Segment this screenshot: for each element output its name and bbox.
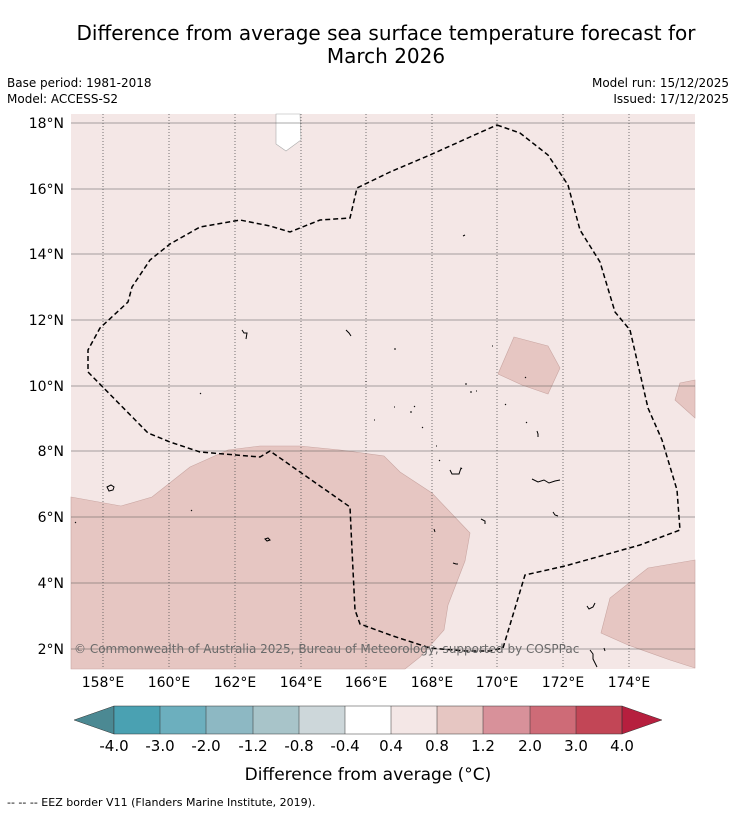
- copyright-text: © Commonwealth of Australia 2025, Bureau…: [74, 642, 579, 656]
- colorbar-label-9: 1.2: [471, 737, 495, 755]
- colorbar-label-4: -1.2: [238, 737, 267, 755]
- issued-text: Issued: 17/12/2025: [613, 92, 729, 106]
- lat-tick-16: 16°N: [29, 182, 64, 198]
- lat-tick-10: 10°N: [29, 379, 64, 395]
- lon-tick-168: 168°E: [411, 675, 454, 691]
- colorbar-swatch-2: [160, 706, 206, 734]
- colorbar-swatch-3: [206, 706, 253, 734]
- colorbar-dividers: [159, 706, 577, 734]
- lat-tick-18: 18°N: [29, 116, 64, 132]
- colorbar-swatch-9: [483, 706, 530, 734]
- gridlines: [71, 114, 695, 669]
- colorbar-label-2: -3.0: [145, 737, 174, 755]
- colorbar-swatch-11: [576, 706, 622, 734]
- colorbar-swatch-4: [253, 706, 299, 734]
- colorbar: -4.0 -3.0 -2.0 -1.2 -0.8 -0.4 0.4 0.8 1.…: [73, 705, 663, 785]
- colorbar-label-8: 0.8: [425, 737, 449, 755]
- colorbar-label-5: -0.8: [284, 737, 313, 755]
- colorbar-outline: [113, 705, 623, 735]
- eez-legend-note: -- -- -- EEZ border V11 (Flanders Marine…: [7, 796, 316, 809]
- lat-tick-2: 2°N: [38, 642, 64, 658]
- colorbar-swatch-7: [391, 706, 437, 734]
- base-period-text: Base period: 1981-2018: [7, 76, 152, 90]
- colorbar-label-10: 2.0: [518, 737, 542, 755]
- islands: [74, 234, 606, 668]
- meta-left: Base period: 1981-2018 Model: ACCESS-S2: [7, 75, 152, 107]
- lon-tick-164: 164°E: [280, 675, 323, 691]
- model-run-text: Model run: 15/12/2025: [591, 76, 729, 90]
- anomaly-region-southwest: [70, 445, 471, 670]
- colorbar-label-6: -0.4: [330, 737, 359, 755]
- lon-tick-174: 174°E: [608, 675, 651, 691]
- longitude-ticks: 158°E 160°E 162°E 164°E 166°E 168°E 170°…: [82, 675, 651, 691]
- title-line-2: March 2026: [326, 44, 446, 68]
- lon-tick-158: 158°E: [82, 675, 125, 691]
- colorbar-label-12: 4.0: [610, 737, 634, 755]
- colorbar-swatch-10: [530, 706, 576, 734]
- meta-right: Model run: 15/12/2025 Issued: 17/12/2025: [592, 75, 729, 107]
- model-text: Model: ACCESS-S2: [7, 92, 119, 106]
- colorbar-labels: -4.0 -3.0 -2.0 -1.2 -0.8 -0.4 0.4 0.8 1.…: [99, 737, 634, 755]
- colorbar-label-11: 3.0: [564, 737, 588, 755]
- colorbar-label-7: 0.4: [379, 737, 403, 755]
- anomaly-region-center-east: [497, 336, 561, 395]
- anomaly-region-east-edge: [674, 379, 696, 419]
- title-line-1: Difference from average sea surface temp…: [76, 21, 696, 45]
- lat-tick-6: 6°N: [38, 510, 64, 526]
- lat-tick-4: 4°N: [38, 576, 64, 592]
- lon-tick-166: 166°E: [345, 675, 388, 691]
- lon-tick-172: 172°E: [542, 675, 585, 691]
- lat-tick-12: 12°N: [29, 313, 64, 329]
- map-panel: © Commonwealth of Australia 2025, Bureau…: [70, 113, 696, 670]
- colorbar-extend-low: [73, 705, 115, 735]
- chart-title: Difference from average sea surface temp…: [40, 22, 732, 68]
- anomaly-region-southeast: [600, 559, 696, 669]
- lon-tick-162: 162°E: [214, 675, 257, 691]
- lon-tick-170: 170°E: [476, 675, 519, 691]
- lat-tick-14: 14°N: [29, 247, 64, 263]
- colorbar-label-1: -4.0: [99, 737, 128, 755]
- colorbar-title: Difference from average (°C): [245, 765, 492, 785]
- lon-tick-160: 160°E: [148, 675, 191, 691]
- eez-border: [87, 124, 681, 652]
- latitude-ticks: 18°N 16°N 14°N 12°N 10°N 8°N 6°N 4°N 2°N: [29, 116, 64, 658]
- colorbar-swatch-6: [345, 706, 391, 734]
- lat-tick-8: 8°N: [38, 444, 64, 460]
- colorbar-swatch-1: [114, 706, 160, 734]
- colorbar-label-3: -2.0: [191, 737, 220, 755]
- colorbar-extend-high: [621, 705, 663, 735]
- colorbar-swatch-5: [299, 706, 345, 734]
- colorbar-swatch-8: [437, 706, 483, 734]
